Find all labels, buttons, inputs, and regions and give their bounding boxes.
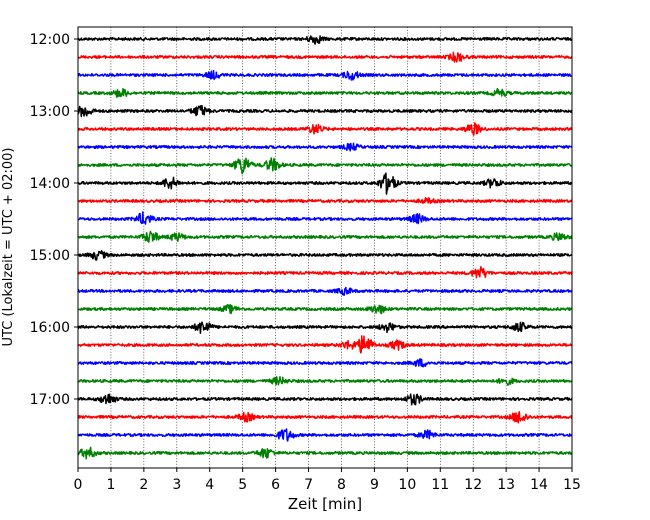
trace-line (77, 87, 573, 98)
trace-line (77, 104, 573, 118)
y-axis-label: UTC (Lokalzeit = UTC + 02:00) (1, 148, 16, 347)
y-axis-ticks: 12:00 13:00 14:00 15:00 16:00 17:00 (30, 32, 78, 408)
trace-line (77, 321, 573, 334)
trace-line (77, 358, 573, 368)
trace-line (77, 411, 573, 424)
x-tick-label: 3 (172, 477, 181, 493)
y-tick-label: 13:00 (30, 104, 70, 120)
traces (77, 35, 573, 460)
y-tick-label: 16:00 (30, 320, 70, 336)
trace-line (77, 428, 573, 442)
x-tick-label: 7 (304, 477, 313, 493)
y-tick-label: 12:00 (30, 32, 70, 48)
trace-line (77, 249, 573, 261)
x-tick-label: 6 (271, 477, 280, 493)
x-tick-label: 12 (464, 477, 482, 493)
trace-line (77, 303, 573, 315)
x-tick-label: 2 (139, 477, 148, 493)
y-tick-label: 17:00 (30, 392, 70, 408)
x-tick-label: 1 (106, 477, 115, 493)
plot-frame (77, 26, 573, 469)
trace-line (77, 335, 573, 354)
trace-line (77, 142, 573, 152)
trace-line (77, 35, 573, 45)
trace-line (77, 211, 573, 225)
x-tick-label: 0 (74, 477, 83, 493)
x-tick-label: 11 (431, 477, 449, 493)
x-axis-label: Zeit [min] (288, 495, 362, 513)
x-tick-label: 9 (370, 477, 379, 493)
trace-line (77, 197, 573, 204)
trace-line (77, 51, 573, 63)
x-tick-label: 8 (337, 477, 346, 493)
x-tick-label: 10 (398, 477, 416, 493)
x-axis-ticks: 0 1 2 3 4 5 6 7 8 9 10 11 12 13 14 15 (74, 468, 581, 493)
x-tick-label: 14 (530, 477, 548, 493)
trace-line (77, 375, 573, 386)
x-tick-label: 5 (238, 477, 247, 493)
trace-line (77, 69, 573, 81)
trace-line (77, 266, 573, 279)
x-tick-label: 4 (205, 477, 214, 493)
trace-line (77, 122, 573, 136)
trace-line (77, 230, 573, 243)
trace-line (77, 286, 573, 296)
trace-line (77, 172, 573, 195)
trace-line (77, 446, 573, 460)
y-tick-label: 14:00 (30, 176, 70, 192)
y-tick-label: 15:00 (30, 248, 70, 264)
x-tick-label: 13 (497, 477, 515, 493)
x-tick-label: 15 (563, 477, 581, 493)
trace-line (77, 157, 573, 175)
plot-area (78, 27, 572, 468)
trace-line (77, 393, 573, 406)
